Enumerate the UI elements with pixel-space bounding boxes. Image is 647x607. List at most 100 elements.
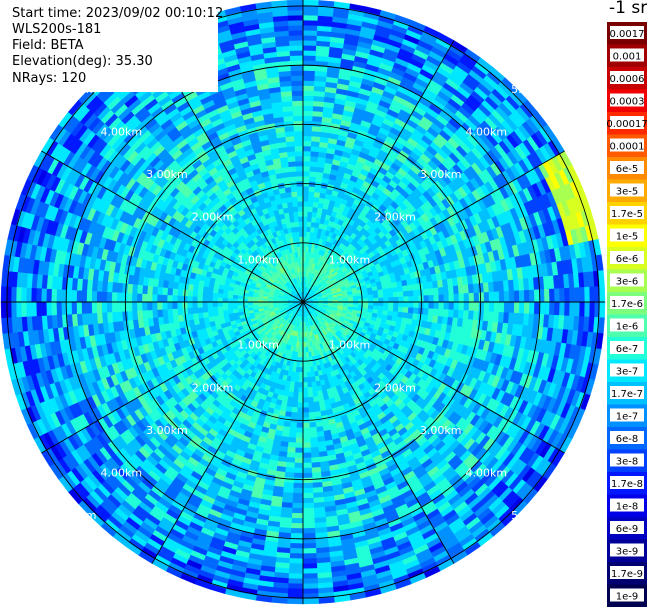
ppi-cell (212, 310, 219, 317)
ppi-cell (403, 296, 409, 303)
ppi-cell (202, 306, 209, 313)
ppi-cell (151, 309, 159, 319)
ppi-cell (302, 477, 313, 484)
ppi-cell (422, 288, 429, 296)
ppi-cell (398, 296, 404, 303)
ppi-cell (126, 301, 133, 312)
ppi-cell (297, 392, 304, 398)
ppi-cell (295, 155, 304, 162)
ppi-cell (294, 135, 304, 142)
ppi-cell (302, 150, 312, 157)
ppi-cell (309, 421, 317, 428)
ppi-cell (157, 286, 164, 295)
ppi-cell (428, 301, 435, 310)
ppi-cell (172, 308, 179, 316)
ppi-cell (161, 301, 168, 310)
ppi-cell (167, 287, 174, 296)
ppi-cell (232, 305, 239, 310)
ppi-cell (468, 301, 475, 312)
ppi-cell (306, 376, 312, 383)
ppi-cell (413, 295, 419, 303)
ppi-cell (283, 120, 294, 128)
ppi-cell (302, 462, 312, 469)
ppi-cell (423, 295, 430, 303)
ppi-cell (478, 301, 485, 312)
ppi-cell (477, 282, 485, 293)
ppi-cell (308, 401, 315, 408)
ppi-cell (398, 301, 404, 308)
ppi-cell (289, 171, 297, 178)
ppi-cell (292, 487, 304, 494)
ppi-cell (408, 295, 414, 303)
ppi-cell (310, 456, 321, 464)
ppi-cell (383, 297, 389, 303)
ppi-cell (302, 397, 309, 403)
ppi-cell (207, 306, 214, 313)
ppi-cell (413, 301, 419, 309)
ppi-cell (111, 311, 119, 323)
ppi-cell (146, 309, 154, 319)
ppi-cell (298, 226, 304, 232)
ppi-cell (387, 287, 394, 294)
ppi-cell (309, 171, 317, 178)
ppi-cell (452, 285, 460, 295)
ppi-cell (101, 291, 108, 303)
ppi-cell (312, 120, 323, 128)
ppi-cell (442, 309, 449, 318)
ppi-cell (311, 125, 322, 133)
ppi-cell (121, 292, 128, 303)
ppi-cell (302, 432, 311, 439)
ppi-cell (307, 396, 314, 403)
ppi-cell (202, 291, 209, 298)
ppi-cell (311, 386, 318, 393)
ppi-cell (302, 382, 308, 388)
ppi-cell (187, 283, 194, 291)
ppi-cell (311, 130, 322, 138)
ppi-cell (299, 236, 304, 242)
ppi-cell (212, 292, 219, 298)
ppi-cell (284, 466, 295, 474)
ppi-cell (397, 286, 404, 293)
ppi-cell (302, 90, 315, 97)
ppi-cell (477, 311, 485, 322)
ppi-cell (285, 140, 296, 148)
ppi-cell (197, 296, 203, 303)
ppi-cell (306, 221, 312, 228)
ppi-cell (393, 301, 399, 308)
ppi-cell (217, 310, 224, 316)
ppi-cell (294, 452, 304, 459)
ppi-cell (156, 294, 163, 303)
ppi-cell (151, 293, 158, 303)
ppi-cell (292, 396, 299, 403)
ppi-cell (433, 301, 440, 310)
ppi-cell (295, 236, 301, 243)
ppi-cell (212, 297, 218, 303)
ppi-cell (302, 402, 309, 408)
ppi-cell (407, 284, 414, 292)
ppi-cell (291, 507, 304, 514)
ppi-cell (293, 120, 304, 127)
ppi-cell (307, 201, 314, 208)
ppi-cell (197, 312, 204, 319)
ppi-cell (247, 304, 254, 309)
ppi-cell (307, 206, 314, 213)
ppi-cell (473, 301, 480, 312)
ppi-cell (372, 289, 379, 295)
ppi-cell (197, 307, 204, 314)
ppi-cell (292, 110, 304, 117)
ppi-cell (307, 211, 313, 218)
ppi-cell (296, 191, 304, 197)
ppi-cell (392, 306, 399, 313)
ppi-cell (285, 406, 293, 413)
ppi-cell (383, 301, 389, 307)
ppi-cell (313, 191, 321, 198)
ppi-cell (377, 289, 384, 295)
ppi-cell (121, 301, 128, 312)
ppi-cell (293, 381, 299, 388)
ppi-cell (101, 301, 108, 313)
ppi-cell (217, 292, 224, 298)
ppi-cell (305, 346, 309, 353)
ppi-cell (302, 387, 308, 393)
ppi-cell (131, 292, 138, 303)
ppi-cell (295, 432, 304, 439)
